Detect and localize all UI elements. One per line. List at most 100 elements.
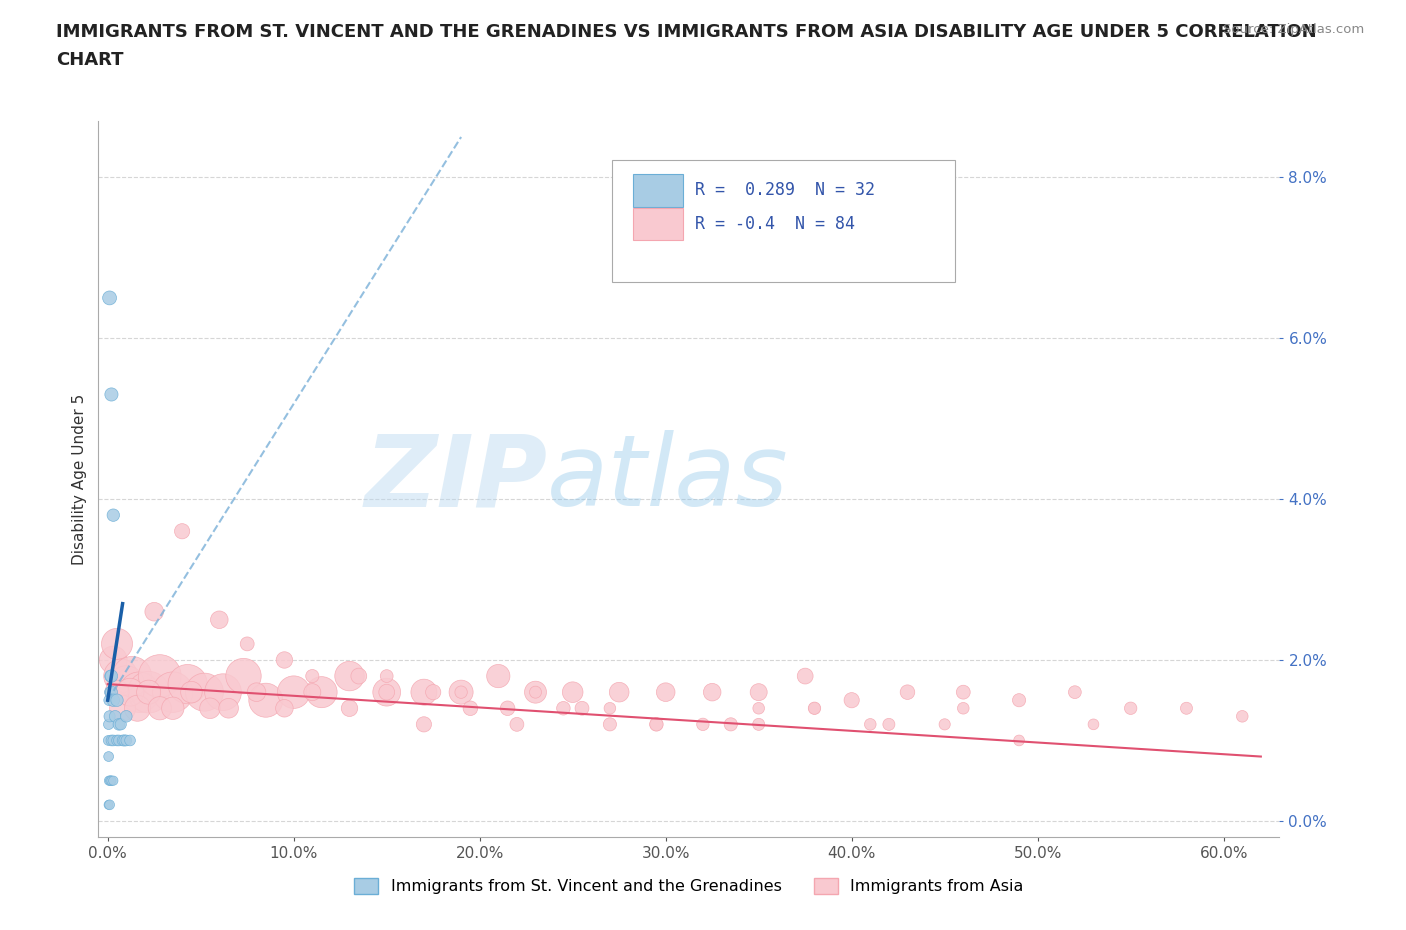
Point — [103, 773, 125, 788]
Point — [100, 773, 122, 788]
Point — [692, 717, 714, 732]
Point — [553, 701, 575, 716]
FancyBboxPatch shape — [634, 207, 683, 241]
Point — [654, 684, 676, 699]
Point — [128, 684, 150, 699]
Point — [236, 636, 259, 651]
Point — [347, 669, 370, 684]
Point — [162, 701, 184, 716]
Point — [110, 717, 132, 732]
Point — [607, 684, 630, 699]
Y-axis label: Disability Age Under 5: Disability Age Under 5 — [72, 393, 87, 565]
Point — [859, 717, 882, 732]
Point — [496, 701, 519, 716]
Point — [105, 684, 128, 699]
Text: atlas: atlas — [547, 431, 789, 527]
Text: ZIP: ZIP — [364, 431, 547, 527]
Point — [1175, 701, 1198, 716]
Point — [143, 604, 166, 619]
Point — [794, 669, 817, 684]
Point — [162, 684, 184, 699]
Point — [110, 669, 132, 684]
Point — [952, 701, 974, 716]
Point — [100, 669, 122, 684]
Point — [108, 733, 131, 748]
Point — [100, 684, 122, 699]
Point — [232, 669, 254, 684]
Point — [1063, 684, 1085, 699]
Point — [896, 684, 918, 699]
Point — [412, 684, 434, 699]
Point — [127, 701, 149, 716]
Point — [803, 701, 825, 716]
Point — [571, 701, 593, 716]
Point — [111, 733, 134, 748]
Point — [98, 797, 121, 812]
Point — [103, 693, 125, 708]
Point — [103, 508, 125, 523]
Point — [149, 701, 172, 716]
Point — [748, 717, 770, 732]
Point — [748, 701, 770, 716]
Point — [118, 733, 141, 748]
Point — [97, 749, 120, 764]
Point — [720, 717, 742, 732]
Point — [561, 684, 583, 699]
Point — [422, 684, 444, 699]
Point — [97, 733, 120, 748]
Point — [115, 709, 138, 724]
Point — [98, 773, 121, 788]
Point — [877, 717, 900, 732]
Point — [105, 636, 128, 651]
Point — [138, 684, 160, 699]
Point — [301, 669, 323, 684]
Point — [114, 733, 136, 748]
Point — [115, 733, 138, 748]
Point — [97, 797, 120, 812]
Point — [98, 709, 121, 724]
Point — [245, 684, 267, 699]
Point — [104, 709, 127, 724]
Point — [339, 701, 361, 716]
Text: IMMIGRANTS FROM ST. VINCENT AND THE GRENADINES VS IMMIGRANTS FROM ASIA DISABILIT: IMMIGRANTS FROM ST. VINCENT AND THE GREN… — [56, 23, 1317, 41]
Text: CHART: CHART — [56, 51, 124, 69]
Point — [103, 653, 125, 668]
Point — [524, 684, 547, 699]
Point — [645, 717, 668, 732]
Point — [98, 290, 121, 305]
Point — [301, 684, 323, 699]
Point — [121, 669, 143, 684]
Point — [283, 684, 305, 699]
Point — [841, 693, 863, 708]
Point — [103, 733, 125, 748]
Text: R = -0.4  N = 84: R = -0.4 N = 84 — [695, 215, 855, 233]
FancyBboxPatch shape — [612, 160, 955, 282]
Point — [311, 684, 333, 699]
Point — [218, 701, 240, 716]
Point — [645, 717, 668, 732]
Point — [599, 701, 621, 716]
Legend: Immigrants from St. Vincent and the Grenadines, Immigrants from Asia: Immigrants from St. Vincent and the Gren… — [347, 871, 1031, 900]
Point — [111, 701, 134, 716]
Point — [208, 612, 231, 627]
Point — [1008, 733, 1031, 748]
Point — [450, 684, 472, 699]
Point — [450, 684, 472, 699]
Point — [100, 733, 122, 748]
Point — [273, 701, 295, 716]
Text: R =  0.289  N = 32: R = 0.289 N = 32 — [695, 181, 875, 199]
Point — [1083, 717, 1105, 732]
Point — [108, 717, 131, 732]
Point — [172, 524, 194, 538]
Point — [1232, 709, 1254, 724]
Point — [748, 684, 770, 699]
Point — [952, 684, 974, 699]
Point — [176, 677, 198, 692]
Point — [149, 669, 172, 684]
Point — [375, 684, 398, 699]
Point — [180, 684, 202, 699]
Point — [375, 669, 398, 684]
Point — [193, 684, 215, 699]
Point — [105, 733, 128, 748]
Point — [486, 669, 509, 684]
